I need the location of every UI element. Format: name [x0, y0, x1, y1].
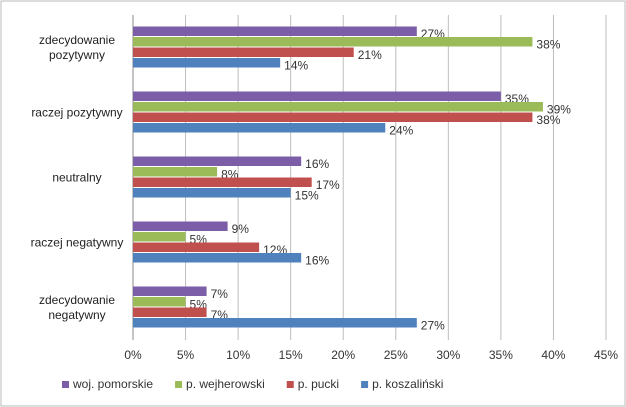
y-tick-label: zdecydowanie negatywny [38, 292, 116, 322]
data-label: 24% [389, 123, 413, 137]
data-label: 9% [232, 222, 250, 236]
bar [133, 177, 312, 187]
data-label: 15% [295, 188, 319, 202]
bar [133, 91, 501, 101]
x-tick-label: 5% [177, 348, 195, 362]
data-label: 17% [316, 178, 340, 192]
bar [133, 307, 207, 317]
bar [133, 37, 533, 47]
legend-label: p. pucki [298, 377, 339, 391]
bar [133, 123, 386, 133]
y-tick-label: neutralny [52, 170, 102, 184]
bar [133, 156, 302, 166]
legend-swatch [286, 381, 294, 388]
x-tick-label: 25% [384, 348, 408, 362]
data-label: 27% [421, 318, 445, 332]
bar [133, 221, 228, 231]
data-label: 21% [358, 48, 382, 62]
legend-swatch [175, 381, 183, 388]
bar [133, 102, 543, 112]
legend-label: p. wejherowski [186, 377, 265, 391]
legend-label: woj. pomorskie [72, 377, 153, 391]
bar [133, 188, 291, 198]
x-tick-label: 40% [541, 348, 565, 362]
bar [133, 253, 302, 263]
x-tick-label: 15% [279, 348, 303, 362]
legend-swatch [361, 381, 369, 388]
data-label: 39% [547, 102, 571, 116]
bar [133, 318, 417, 328]
legend-swatch [62, 381, 69, 388]
y-tick-label: raczej negatywny [30, 235, 124, 249]
data-label: 16% [305, 157, 329, 171]
bar [133, 167, 218, 177]
legend-label: p. koszaliński [372, 377, 443, 391]
x-tick-label: 30% [436, 348, 460, 362]
data-label: 38% [536, 113, 560, 127]
bar [133, 112, 533, 122]
data-label: 16% [305, 253, 329, 267]
x-tick-label: 35% [489, 348, 513, 362]
bar [133, 26, 417, 36]
y-tick-label: raczej pozytywny [31, 105, 123, 119]
bar [133, 297, 186, 307]
x-tick-label: 20% [331, 348, 355, 362]
x-tick-label: 45% [594, 348, 618, 362]
data-label: 7% [211, 287, 229, 301]
x-tick-label: 0% [124, 348, 142, 362]
bar [133, 242, 260, 252]
bar [133, 47, 354, 57]
y-tick-label: zdecydowanie pozytywny [38, 32, 116, 62]
bar [133, 286, 207, 296]
bar [133, 232, 186, 242]
data-label: 14% [284, 58, 308, 72]
x-tick-label: 10% [226, 348, 250, 362]
data-label: 38% [536, 37, 560, 51]
bar [133, 58, 281, 68]
